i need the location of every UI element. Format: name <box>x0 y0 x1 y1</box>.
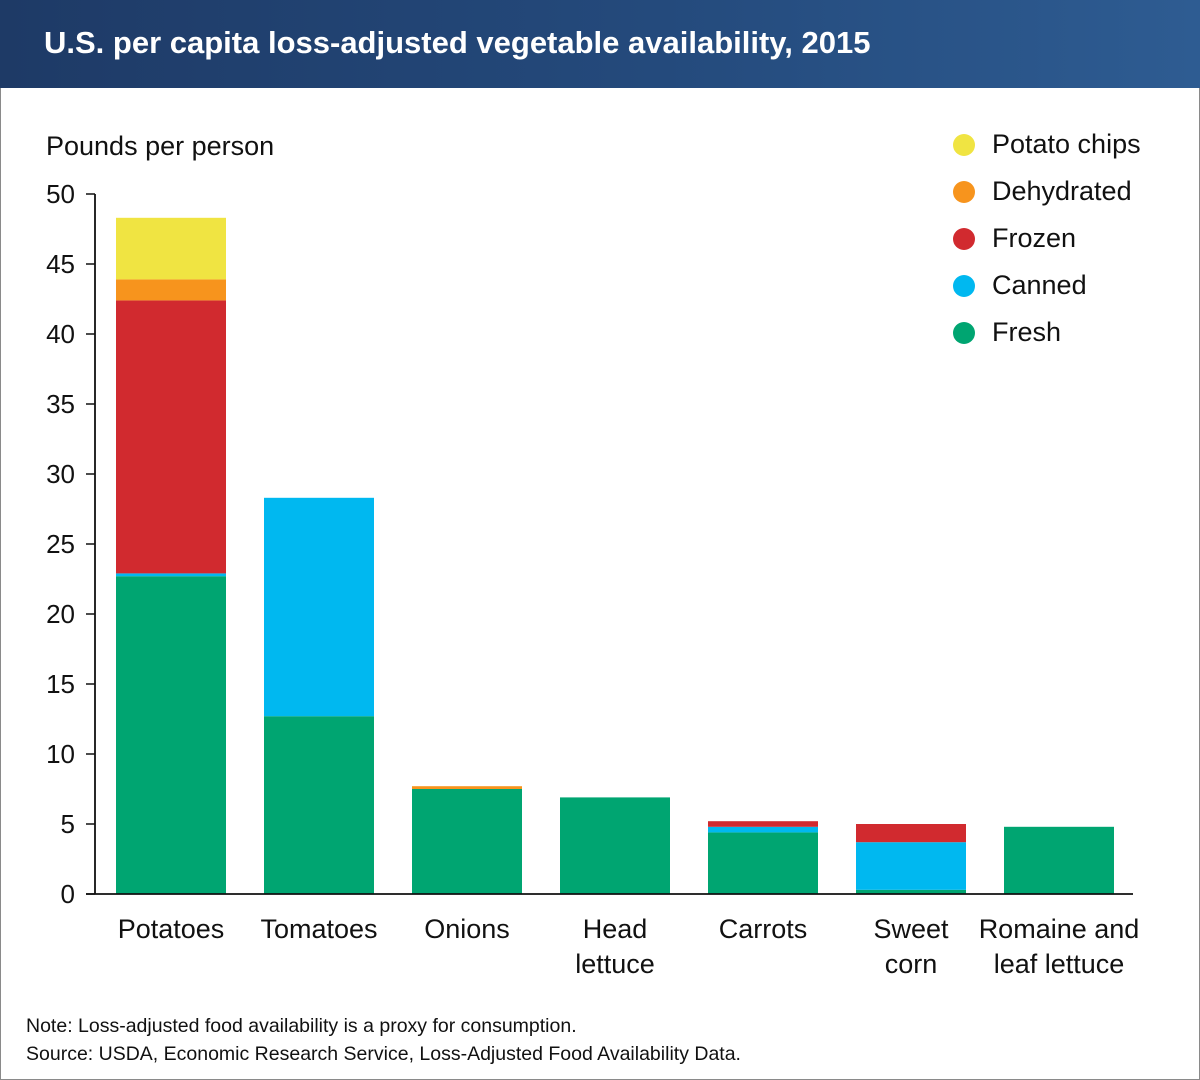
x-tick-label-sweet-corn-line-2: corn <box>885 949 938 979</box>
bar-potatoes-canned <box>116 573 226 577</box>
y-tick-label-5: 5 <box>61 809 75 839</box>
legend-swatch-dehydrated <box>953 181 975 203</box>
legend-swatch-frozen <box>953 228 975 250</box>
x-tick-label-romaine-and-leaf-lettuce-line-2: leaf lettuce <box>994 949 1125 979</box>
bar-potatoes-potato-chips <box>116 217 226 280</box>
chart-title: U.S. per capita loss-adjusted vegetable … <box>44 25 871 60</box>
x-tick-label-head-lettuce-line-1: Head <box>583 914 648 944</box>
source-text: Source: USDA, Economic Research Service,… <box>26 1043 741 1065</box>
y-tick-label-50: 50 <box>46 179 75 209</box>
bar-carrots-canned <box>708 826 818 833</box>
y-tick-label-25: 25 <box>46 529 75 559</box>
bar-sweet-corn-fresh <box>856 889 966 894</box>
bar-sweet-corn-canned <box>856 842 966 890</box>
bar-onions-dehydrated <box>412 786 522 789</box>
chart-notes: Note: Loss-adjusted food availability is… <box>26 1012 741 1068</box>
x-tick-label-onions: Onions <box>424 914 510 944</box>
x-tick-label-tomatoes: Tomatoes <box>260 914 377 944</box>
y-tick-label-35: 35 <box>46 389 75 419</box>
legend-swatch-canned <box>953 275 975 297</box>
legend-label-canned: Canned <box>992 270 1087 300</box>
legend-label-potato-chips: Potato chips <box>992 129 1141 159</box>
y-tick-label-0: 0 <box>61 879 75 909</box>
legend-label-frozen: Frozen <box>992 223 1077 253</box>
legend-swatch-potato-chips <box>953 134 975 156</box>
bar-onions-fresh <box>412 789 522 894</box>
y-tick-label-20: 20 <box>46 599 75 629</box>
legend-label-fresh: Fresh <box>992 317 1062 347</box>
y-tick-label-45: 45 <box>46 249 75 279</box>
x-tick-label-romaine-and-leaf-lettuce-line-1: Romaine and <box>979 914 1140 944</box>
bar-carrots-fresh <box>708 832 818 894</box>
bar-head-lettuce-fresh <box>560 797 670 894</box>
bar-potatoes-fresh <box>116 576 226 894</box>
bar-potatoes-dehydrated <box>116 279 226 301</box>
y-tick-label-15: 15 <box>46 669 75 699</box>
legend-swatch-fresh <box>953 322 975 344</box>
x-tick-label-sweet-corn-line-1: Sweet <box>873 914 949 944</box>
y-tick-label-40: 40 <box>46 319 75 349</box>
chart-header: U.S. per capita loss-adjusted vegetable … <box>0 0 1200 88</box>
x-tick-label-potatoes: Potatoes <box>118 914 225 944</box>
bar-tomatoes-fresh <box>264 716 374 894</box>
note-text: Note: Loss-adjusted food availability is… <box>26 1015 577 1037</box>
bar-romaine-and-leaf-lettuce-fresh <box>1004 826 1114 894</box>
bar-carrots-frozen <box>708 821 818 827</box>
legend-label-dehydrated: Dehydrated <box>992 176 1132 206</box>
y-tick-label-30: 30 <box>46 459 75 489</box>
bar-tomatoes-canned <box>264 497 374 717</box>
x-tick-label-head-lettuce-line-2: lettuce <box>575 949 655 979</box>
bar-chart: 0 5 10 15 20 25 30 35 40 45 50 Potatoes Tomatoes Onio… <box>46 179 1140 979</box>
x-tick-label-carrots: Carrots <box>719 914 808 944</box>
bar-potatoes-frozen <box>116 300 226 574</box>
bar-sweet-corn-frozen <box>856 824 966 843</box>
y-tick-label-10: 10 <box>46 739 75 769</box>
y-axis-label: Pounds per person <box>46 131 275 161</box>
